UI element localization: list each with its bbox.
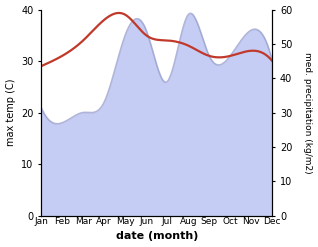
X-axis label: date (month): date (month) [115, 231, 198, 242]
Y-axis label: max temp (C): max temp (C) [5, 79, 16, 146]
Y-axis label: med. precipitation (kg/m2): med. precipitation (kg/m2) [303, 52, 313, 173]
